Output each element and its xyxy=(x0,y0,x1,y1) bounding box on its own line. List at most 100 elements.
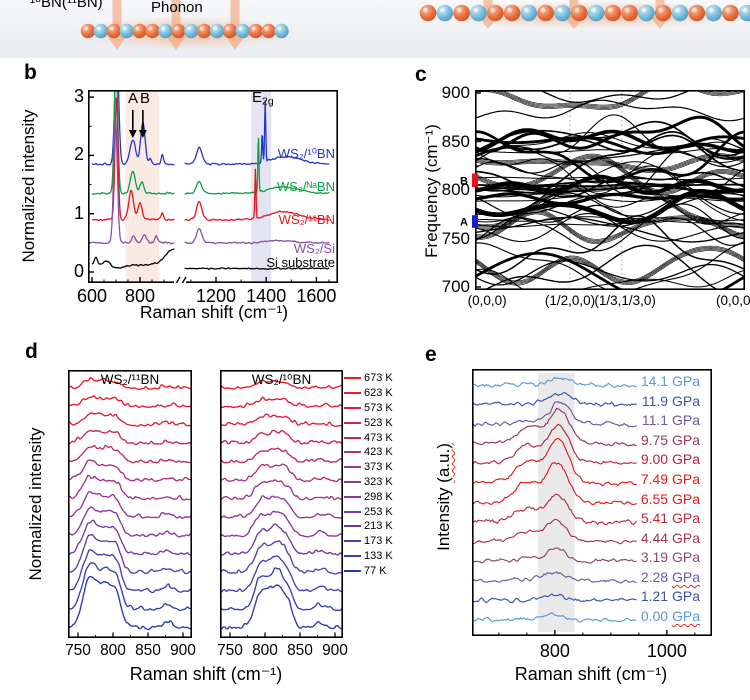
tick-label: 750 xyxy=(65,642,91,659)
legend-temp-label: 623 K xyxy=(364,387,393,400)
nitrogen-atom-icon xyxy=(554,4,571,22)
legend-item: 623 K xyxy=(344,386,393,401)
axis-label-e-x: Raman shift (cm⁻¹) xyxy=(514,664,668,684)
legend-color-line xyxy=(344,525,361,528)
legend-item: 253 K xyxy=(344,504,393,519)
pressure-unit: GPa xyxy=(671,451,700,468)
nitrogen-atom-icon xyxy=(209,23,225,39)
pressure-unit: GPa xyxy=(671,412,700,429)
legend-item: 173 K xyxy=(344,534,393,549)
pressure-unit: GPa xyxy=(671,588,700,605)
boron-atom-icon xyxy=(621,4,638,22)
legend-color-line xyxy=(344,554,361,557)
tick-label: 1 xyxy=(73,202,84,223)
legend-temp-label: 133 K xyxy=(364,549,393,562)
legend-temp-label: 373 K xyxy=(364,461,393,474)
series-label: WS₂/¹¹BN xyxy=(278,212,335,227)
temperature-raman-plot-10bn xyxy=(220,370,343,638)
pressure-labels: 14.1 GPa 11.9 GPa 11.1 GPa 9.75 GPa 9.00 GPa… xyxy=(472,369,704,636)
pressure-value: 14.1 xyxy=(640,373,672,390)
boron-atom-icon xyxy=(106,23,122,39)
series-label: WS₂/¹⁰BN xyxy=(277,146,335,161)
tick-label: 3 xyxy=(73,86,84,107)
pressure-unit: GPa xyxy=(671,510,700,527)
legend-color-line xyxy=(344,377,361,380)
pressure-value: 4.44 xyxy=(640,529,672,546)
legend-temp-label: 323 K xyxy=(364,475,393,488)
boron-atom-icon xyxy=(537,4,554,22)
tick-label: 800 xyxy=(252,642,278,659)
nitrogen-atom-icon xyxy=(158,23,173,39)
axis-label-b-x: Raman shift (cm⁻¹) xyxy=(139,302,289,322)
legend-item: 323 K xyxy=(344,475,393,490)
boron-atom-icon xyxy=(222,23,238,39)
axis-label-d-x: Raman shift (cm⁻¹) xyxy=(129,664,283,684)
legend-temp-label: 673 K xyxy=(364,372,393,385)
tick-label: 700 xyxy=(441,277,470,296)
tick-label: 850 xyxy=(287,642,313,659)
legend-color-line xyxy=(344,436,361,439)
pressure-value: 6.55 xyxy=(640,490,672,507)
nitrogen-atom-icon xyxy=(470,4,487,22)
temperature-legend: 673 K 623 K 573 K 523 K 473 K 423 K 373 K 323 K… xyxy=(344,371,393,578)
pressure-value: 9.75 xyxy=(640,431,672,448)
annotation-e2g-label: E2g xyxy=(252,89,274,108)
tick-label: 1000 xyxy=(646,641,687,661)
tick-label: (1/3,1/3,0) xyxy=(594,293,656,308)
pressure-value: 11.1 xyxy=(641,412,672,429)
legend-color-line xyxy=(344,510,361,513)
tick-label: 750 xyxy=(441,228,470,248)
boron-atom-icon xyxy=(604,4,622,22)
legend-color-line xyxy=(344,392,361,395)
boron-atom-icon xyxy=(688,4,706,22)
boron-atom-icon xyxy=(145,23,160,39)
legend-color-line xyxy=(344,495,361,498)
tick-label: 800 xyxy=(441,180,470,199)
legend-item: 213 K xyxy=(344,519,393,534)
pressure-label: 3.19 GPa xyxy=(641,550,700,564)
legend-temp-label: 473 K xyxy=(364,431,393,444)
tick-label: 900 xyxy=(441,83,470,102)
pressure-label: 11.9 GPa xyxy=(642,394,700,408)
pressure-label: 7.49 GPa xyxy=(641,472,700,486)
tick-label: 600 xyxy=(76,286,108,306)
tick-label: 800 xyxy=(124,286,156,306)
axis-label-d-y: Normalized intensity xyxy=(26,427,45,581)
legend-temp-label: 77 K xyxy=(364,564,387,577)
boron-atom-icon xyxy=(419,4,437,22)
pressure-label: 5.41 GPa xyxy=(641,511,700,525)
pressure-label: 14.1 GPa xyxy=(641,374,700,388)
pressure-label: 6.55 GPa xyxy=(641,492,700,506)
series-label: WS₂/Si xyxy=(293,241,335,256)
nitrogen-atom-icon xyxy=(738,4,750,22)
boron-atom-icon xyxy=(248,23,263,39)
series-labels-b: WS₂/¹⁰BN WS₂/ᴺᵃBN WS₂/¹¹BN WS₂/Si Si substra… xyxy=(88,90,338,283)
panel-a-phonon-label: Phonon xyxy=(151,0,203,16)
boron-atom-icon xyxy=(261,23,276,39)
pressure-value: 3.19 xyxy=(640,549,672,566)
legend-item: 298 K xyxy=(344,489,393,504)
boron-atom-icon xyxy=(453,4,470,22)
mode-marker-label: B xyxy=(460,175,468,187)
nitrogen-atom-icon xyxy=(274,23,289,39)
legend-color-line xyxy=(344,451,361,454)
panel-letter-d: d xyxy=(25,340,38,363)
tick-label: 800 xyxy=(100,642,126,659)
boron-atom-icon xyxy=(654,4,672,22)
nitrogen-atom-icon xyxy=(671,4,689,22)
series-label: Si substrate xyxy=(266,255,335,270)
subplot-title-ws2-11bn: WS₂/¹¹BN xyxy=(100,372,160,387)
series-label: WS₂/ᴺᵃBN xyxy=(276,179,335,194)
panel-letter-c: c xyxy=(415,63,427,86)
pressure-value: 1.21 xyxy=(640,588,672,605)
subplot-title-ws2-10bn: WS₂/¹⁰BN xyxy=(251,372,312,387)
boron-atom-icon xyxy=(722,4,739,22)
tick-label: 900 xyxy=(170,642,196,659)
tick-label: (0,0,0) xyxy=(467,293,507,308)
axis-label-e-y-unit: (a.u.) xyxy=(434,443,453,483)
tick-label: 1200 xyxy=(195,286,237,306)
nitrogen-atom-icon xyxy=(587,4,605,22)
tick-label: 1400 xyxy=(246,286,287,306)
boron-atom-icon xyxy=(503,4,521,22)
phonon-dispersion-plot: BA xyxy=(460,90,745,290)
